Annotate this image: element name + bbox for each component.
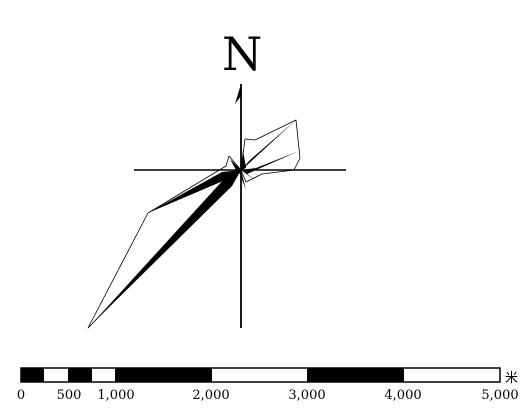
scale-unit: 米 <box>505 371 518 386</box>
north-arrow <box>235 84 242 328</box>
scale-tick-500: 500 <box>57 388 82 403</box>
wind-rose-outline <box>87 119 301 329</box>
north-label: N <box>222 27 263 81</box>
wind-rose <box>87 119 301 329</box>
scale-bar-segment-3 <box>307 368 404 382</box>
wind-rose-petal-s-small <box>239 170 246 190</box>
wind-rose-petal-wsw <box>148 170 241 213</box>
scale-tick-0: 0 <box>17 388 25 403</box>
wind-rose-petal-ne <box>241 120 296 170</box>
scale-tick-4000: 4,000 <box>384 388 421 403</box>
scale-tick-2000: 2,000 <box>192 388 229 403</box>
scale-tick-1000: 1,000 <box>97 388 134 403</box>
scale-tick-3000: 3,000 <box>288 388 325 403</box>
scale-bar-frame <box>20 367 501 383</box>
wind-rose-petal-se-small <box>241 170 256 181</box>
wind-rose-petal-n-small <box>241 150 246 170</box>
wind-rose-petal-nw-small <box>230 159 241 170</box>
scale-bar-segment-2 <box>115 368 212 382</box>
scale-bar-segment-0 <box>21 368 44 382</box>
wind-rose-petal-ene <box>241 151 299 174</box>
wind-rose-petal-sw-long <box>88 170 241 328</box>
scale-bar: 0 500 1,000 2,000 3,000 4,000 5,000 米 <box>17 367 519 403</box>
north-arrow-head <box>235 84 241 104</box>
scale-bar-segment-1 <box>68 368 92 382</box>
scale-tick-5000: 5,000 <box>481 388 518 403</box>
